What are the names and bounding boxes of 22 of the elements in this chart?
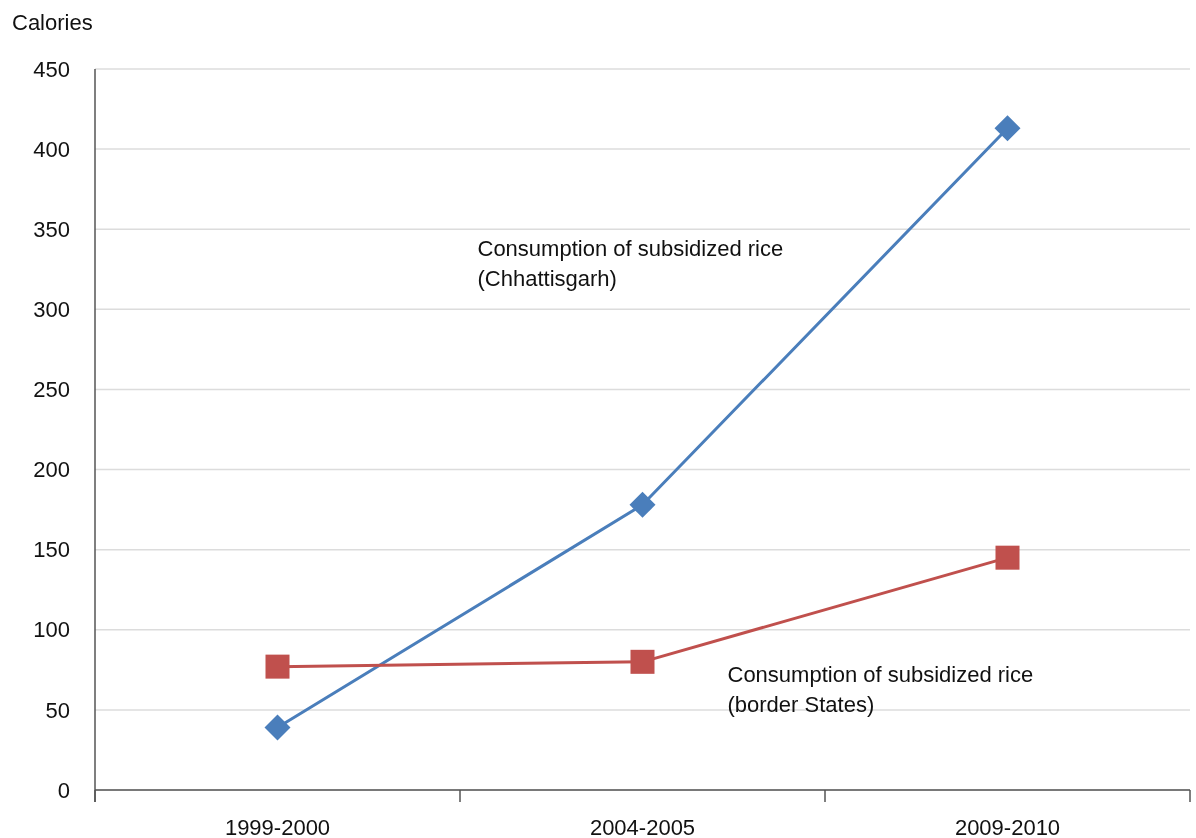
point [995, 545, 1020, 570]
series-label: Consumption of subsidized rice (border States) [727, 661, 1034, 717]
y-tick-label: 250 [33, 377, 70, 403]
y-tick-label: 300 [33, 297, 70, 323]
x-tick-label: 1999-2000 [224, 815, 331, 838]
y-tick-label: 150 [33, 537, 70, 563]
y-tick-label: 100 [33, 617, 70, 643]
point [629, 491, 656, 518]
point [264, 714, 291, 741]
x-tick-label: 2009-2010 [954, 815, 1061, 838]
y-tick-label: 450 [33, 56, 70, 82]
y-tick-label: 350 [33, 216, 70, 242]
y-tick-label: 200 [33, 457, 70, 483]
point [630, 649, 655, 674]
y-axis-title: Calories [12, 10, 93, 35]
point [265, 654, 290, 679]
x-tick-label: 2004-2005 [589, 815, 696, 838]
y-tick-label: 50 [45, 697, 70, 723]
text: Consumption of subsidized rice (Chhattisgarh) [477, 236, 784, 292]
point [994, 115, 1021, 142]
y-tick-label: 400 [33, 136, 70, 162]
y-tick-label: 0 [57, 777, 70, 803]
